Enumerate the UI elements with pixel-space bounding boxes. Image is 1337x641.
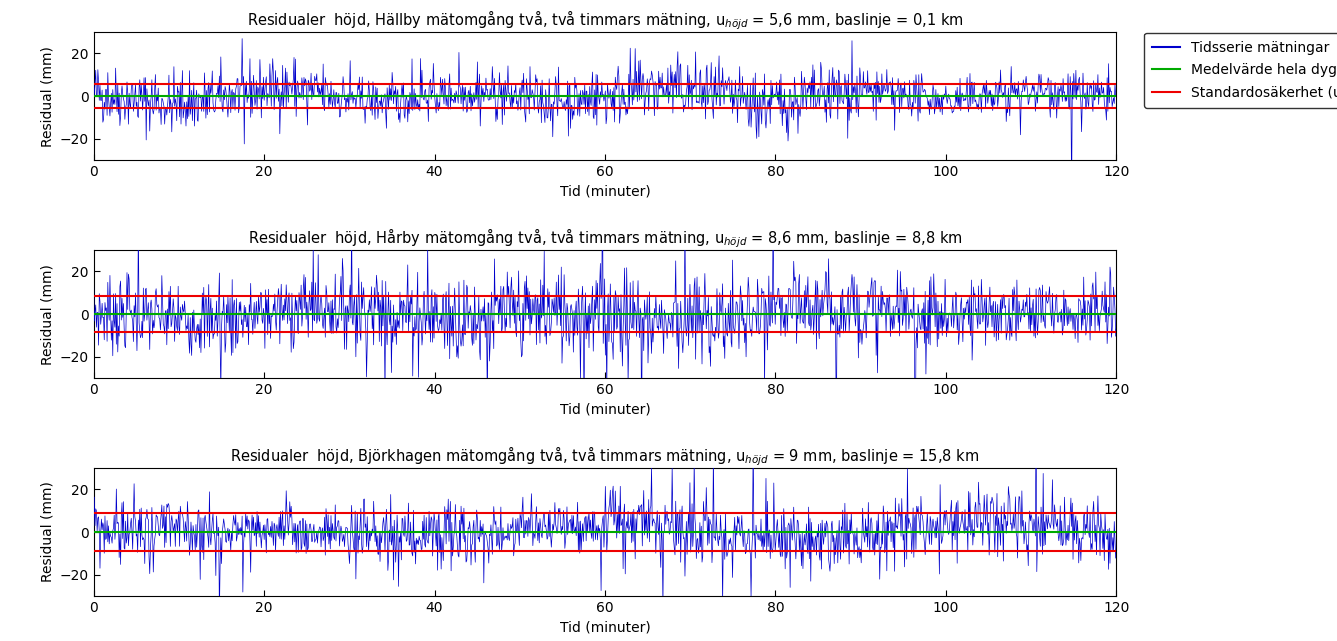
Y-axis label: Residual (mm): Residual (mm) (40, 46, 53, 147)
Title: Residualer  höjd, Hårby mätomgång två, två timmars mätning, u$_{höjd}$ = 8,6 mm,: Residualer höjd, Hårby mätomgång två, tv… (247, 226, 963, 250)
Legend: Tidsserie mätningar, Medelvärde hela dygnet, Standardosäkerhet (u): Tidsserie mätningar, Medelvärde hela dyg… (1143, 33, 1337, 108)
X-axis label: Tid (minuter): Tid (minuter) (560, 403, 650, 417)
X-axis label: Tid (minuter): Tid (minuter) (560, 620, 650, 635)
Title: Residualer  höjd, Hällby mätomgång två, två timmars mätning, u$_{höjd}$ = 5,6 mm: Residualer höjd, Hällby mätomgång två, t… (246, 8, 964, 32)
Y-axis label: Residual (mm): Residual (mm) (40, 263, 53, 365)
Y-axis label: Residual (mm): Residual (mm) (40, 481, 53, 583)
Title: Residualer  höjd, Björkhagen mätomgång två, två timmars mätning, u$_{höjd}$ = 9 : Residualer höjd, Björkhagen mätomgång tv… (230, 444, 980, 468)
X-axis label: Tid (minuter): Tid (minuter) (560, 185, 650, 199)
